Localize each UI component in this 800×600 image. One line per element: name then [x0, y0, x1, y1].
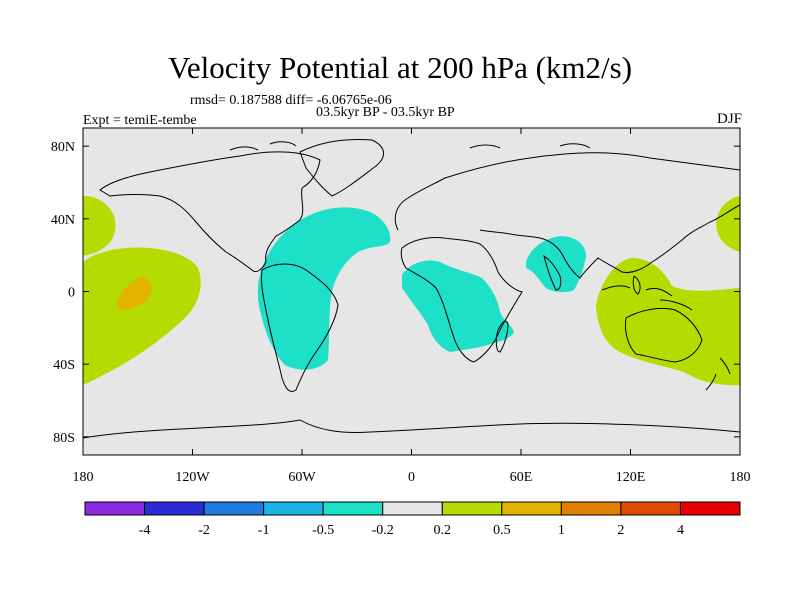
atlantic-negative-region — [258, 207, 391, 370]
colorbar-swatch — [501, 501, 562, 516]
north-pacific-east-positive-region — [716, 196, 740, 252]
lon-tick-label: 60E — [510, 470, 533, 485]
maritime-continent-positive-region — [596, 258, 740, 386]
period-line: 03.5kyr BP - 03.5kyr BP — [316, 105, 455, 120]
lon-tick-label: 60W — [288, 470, 316, 485]
lat-tick-label: 40N — [51, 213, 75, 228]
colorbar-swatch — [84, 501, 146, 516]
coastlines — [82, 139, 741, 439]
colorbar-label: 1 — [558, 523, 565, 538]
season-label: DJF — [716, 111, 742, 127]
colorbar-label: -0.5 — [312, 523, 334, 538]
colorbar-label: 2 — [617, 523, 624, 538]
colorbar-label: -1 — [258, 523, 270, 538]
antarctica-coast — [82, 419, 741, 439]
colorbar-label: 4 — [677, 523, 684, 538]
arctic-islands-coast — [229, 141, 591, 151]
experiment-label: Expt = temiE-tembe — [83, 113, 197, 128]
colorbar-swatch — [144, 501, 205, 516]
lat-tick-label: 80N — [51, 140, 75, 155]
lat-tick-label: 40S — [53, 358, 75, 373]
stats-line: rmsd= 0.187588 diff= -6.06765e-06 — [190, 93, 392, 108]
central-pacific-positive-region — [83, 247, 201, 385]
new-zealand-coast — [705, 357, 731, 391]
anomaly-fields — [83, 196, 740, 386]
south-america-coast — [261, 263, 339, 392]
madagascar-coast — [495, 320, 509, 353]
colorbar: -4 -2 -1 -0.5 -0.2 0.2 0.5 1 2 4 — [84, 501, 741, 538]
africa-coast — [400, 237, 523, 363]
eurasia-coast — [394, 152, 741, 279]
page-title: Velocity Potential at 200 hPa (km2/s) — [167, 50, 633, 85]
longitude-axis: 180 120W 60W 0 60E 120E 180 — [73, 128, 751, 485]
lon-tick-label: 120E — [616, 470, 646, 485]
lon-tick-label: 180 — [73, 470, 94, 485]
colorbar-swatch — [263, 501, 324, 516]
lat-tick-label: 0 — [68, 286, 75, 301]
central-pacific-core-region — [117, 276, 152, 310]
colorbar-label: -2 — [198, 523, 210, 538]
colorbar-label: -4 — [139, 523, 151, 538]
colorbar-label: 0.5 — [493, 523, 511, 538]
australia-coast — [625, 307, 703, 363]
lat-tick-label: 80S — [53, 431, 75, 446]
colorbar-swatch — [441, 501, 503, 516]
colorbar-swatch — [203, 501, 265, 516]
arabian-sea-negative-region — [526, 236, 586, 293]
maritime-continent-coast — [601, 275, 693, 311]
colorbar-swatch — [679, 501, 741, 516]
india-coast — [543, 254, 562, 291]
lon-tick-label: 120W — [175, 470, 210, 485]
colorbar-label: -0.2 — [372, 523, 394, 538]
lon-tick-label: 0 — [408, 470, 415, 485]
colorbar-swatch — [620, 501, 681, 516]
colorbar-swatch — [322, 501, 384, 516]
colorbar-swatch — [382, 501, 443, 516]
colorbar-label: 0.2 — [434, 523, 452, 538]
latitude-axis: 80N 40N 0 40S 80S — [51, 140, 740, 446]
lon-tick-label: 180 — [730, 470, 751, 485]
greenland-coast — [299, 139, 384, 197]
colorbar-swatch — [560, 501, 622, 516]
north-america-coast — [99, 151, 321, 273]
north-pacific-west-positive-region — [83, 196, 116, 256]
